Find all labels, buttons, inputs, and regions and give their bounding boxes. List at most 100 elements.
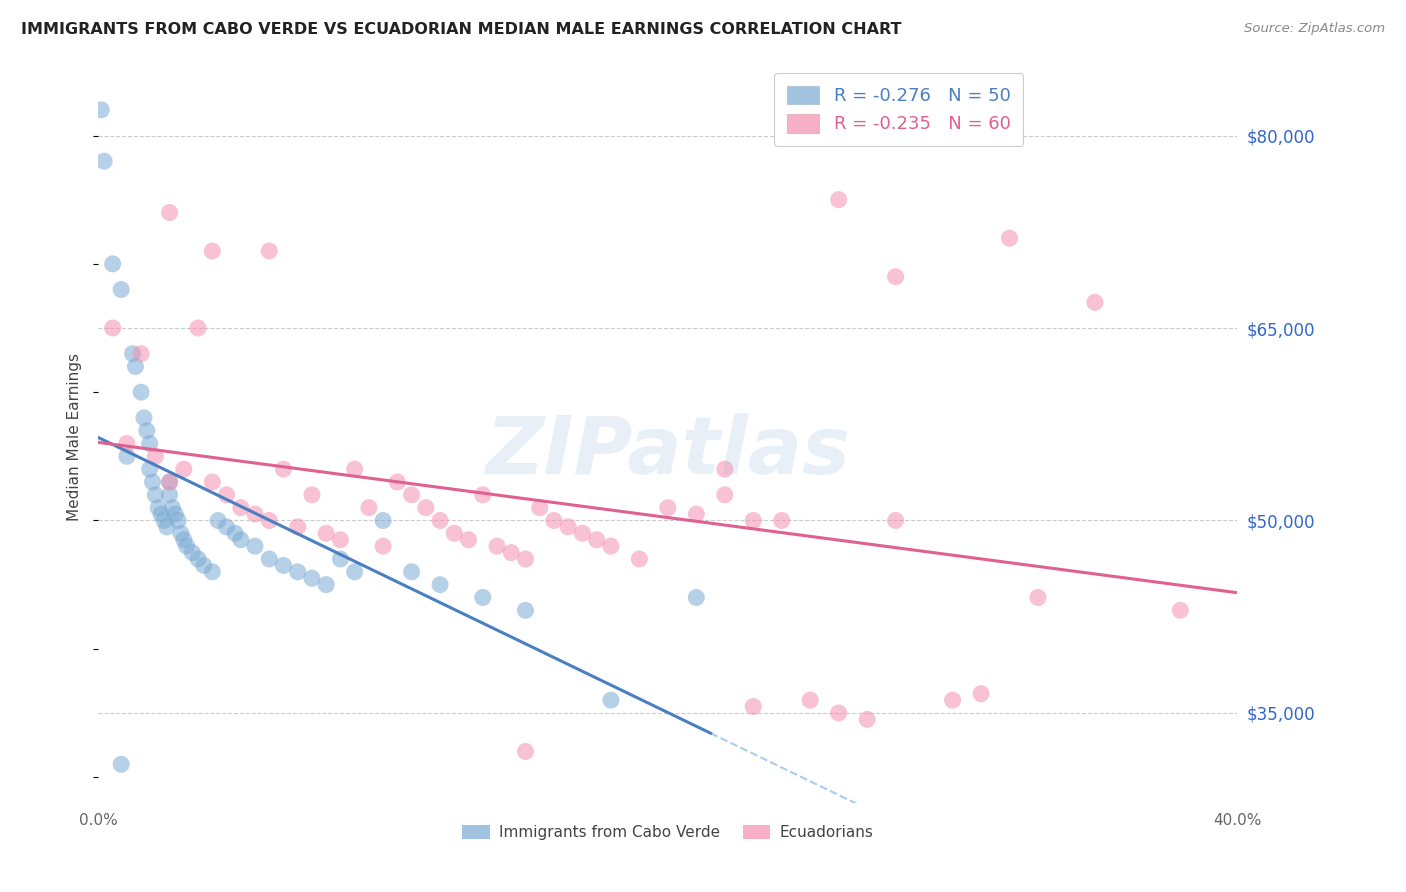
Point (215, 488, 238, 502)
Point (159, 475, 181, 489)
Point (585, 533, 607, 547)
Point (229, 533, 252, 547)
Point (201, 565, 224, 579)
Point (273, 462, 295, 476)
Point (121, 346, 143, 360)
Point (129, 346, 152, 360)
Point (187, 321, 209, 335)
Point (457, 533, 479, 547)
Point (443, 526, 465, 541)
Point (129, 385, 152, 400)
Point (884, 269, 907, 284)
Point (515, 603, 537, 617)
Point (101, 321, 124, 335)
Point (115, 450, 138, 464)
Point (600, 539, 623, 553)
Point (124, 359, 146, 374)
Point (115, 436, 138, 450)
Point (799, 693, 821, 707)
Point (557, 520, 579, 534)
Point (1026, 591, 1049, 605)
Point (138, 436, 160, 450)
Point (159, 205, 181, 219)
Point (135, 424, 157, 438)
Point (170, 526, 193, 541)
Point (742, 699, 765, 714)
Point (343, 565, 366, 579)
Point (714, 462, 737, 476)
Text: IMMIGRANTS FROM CABO VERDE VS ECUADORIAN MEDIAN MALE EARNINGS CORRELATION CHART: IMMIGRANTS FROM CABO VERDE VS ECUADORIAN… (21, 22, 901, 37)
Point (942, 693, 965, 707)
Point (132, 410, 155, 425)
Point (301, 488, 323, 502)
Point (315, 526, 337, 541)
Point (138, 462, 160, 476)
Point (357, 500, 380, 515)
Point (159, 488, 181, 502)
Point (1170, 603, 1192, 617)
Point (207, 514, 229, 528)
Point (998, 231, 1021, 245)
Point (415, 500, 437, 515)
Point (343, 462, 366, 476)
Point (515, 552, 537, 566)
Point (685, 507, 707, 521)
Point (110, 283, 132, 297)
Point (159, 475, 181, 489)
Legend: Immigrants from Cabo Verde, Ecuadorians: Immigrants from Cabo Verde, Ecuadorians (456, 819, 880, 847)
Point (401, 488, 423, 502)
Point (273, 558, 295, 573)
Point (600, 693, 623, 707)
Point (187, 552, 209, 566)
Point (150, 507, 173, 521)
Point (486, 539, 509, 553)
Point (148, 500, 170, 515)
Point (856, 712, 879, 726)
Point (243, 539, 266, 553)
Point (571, 526, 593, 541)
Point (224, 526, 246, 541)
Point (201, 244, 224, 258)
Text: Source: ZipAtlas.com: Source: ZipAtlas.com (1244, 22, 1385, 36)
Point (229, 500, 252, 515)
Point (145, 488, 167, 502)
Point (101, 257, 124, 271)
Point (90, 103, 112, 117)
Point (471, 591, 494, 605)
Point (287, 565, 309, 579)
Point (429, 514, 451, 528)
Point (287, 520, 309, 534)
Point (387, 475, 409, 489)
Point (828, 706, 851, 720)
Point (401, 565, 423, 579)
Point (193, 558, 215, 573)
Point (243, 507, 266, 521)
Point (884, 514, 907, 528)
Point (93, 154, 115, 169)
Point (153, 514, 176, 528)
Point (315, 577, 337, 591)
Y-axis label: Median Male Earnings: Median Male Earnings (67, 353, 83, 521)
Point (628, 552, 651, 566)
Point (329, 552, 352, 566)
Point (429, 577, 451, 591)
Point (181, 545, 204, 559)
Point (373, 539, 395, 553)
Point (970, 687, 993, 701)
Point (145, 450, 167, 464)
Point (471, 488, 494, 502)
Point (828, 193, 851, 207)
Point (162, 500, 184, 515)
Point (176, 539, 198, 553)
Point (215, 520, 238, 534)
Point (141, 475, 163, 489)
Point (156, 520, 179, 534)
Point (301, 571, 323, 585)
Point (529, 500, 551, 515)
Point (742, 514, 765, 528)
Point (165, 507, 187, 521)
Text: ZIPatlas: ZIPatlas (485, 413, 851, 491)
Point (373, 514, 395, 528)
Point (657, 500, 679, 515)
Point (1084, 295, 1107, 310)
